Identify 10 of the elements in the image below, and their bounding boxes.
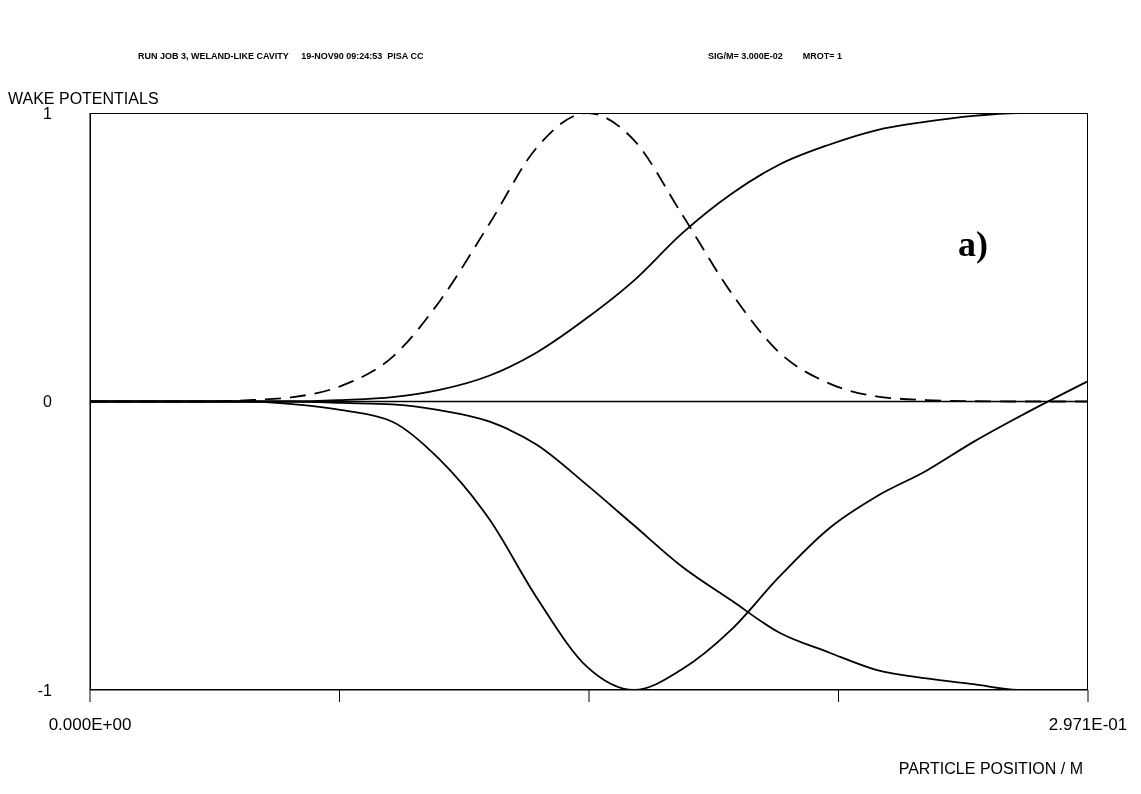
y-tick-label: 0 bbox=[43, 393, 53, 411]
x-tick-label: 0.000E+00 bbox=[48, 715, 132, 735]
chart-title: RUN JOB 3, WELAND-LIKE CAVITY 19-NOV90 09:24:53 PISA CC bbox=[138, 51, 424, 61]
x-tick-label: 2.971E-01 bbox=[1048, 715, 1128, 735]
annotation: a) bbox=[958, 223, 988, 265]
x-axis-title: PARTICLE POSITION / M bbox=[898, 760, 1083, 778]
chart-subtitle: SIG/M= 3.000E-02 MROT= 1 bbox=[708, 51, 843, 61]
y-axis-title: WAKE POTENTIALS bbox=[8, 90, 159, 107]
y-tick-label: -1 bbox=[37, 681, 53, 699]
y-tick-label: 1 bbox=[43, 104, 53, 122]
